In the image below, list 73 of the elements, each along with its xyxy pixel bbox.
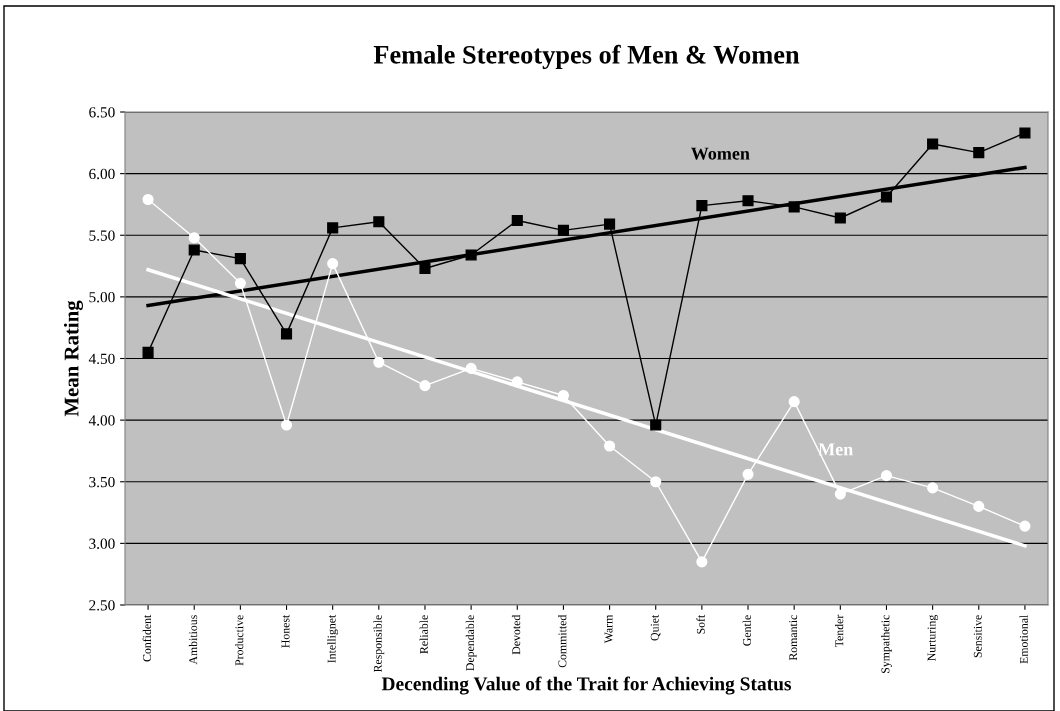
point	[373, 216, 385, 228]
point	[142, 346, 154, 358]
point	[327, 258, 339, 270]
point	[696, 200, 708, 212]
point	[280, 419, 293, 431]
point	[1019, 520, 1031, 532]
x-tick-label: Tender	[834, 614, 844, 648]
x-tick-label: Quiet	[650, 614, 661, 641]
x-tick-label: Sensitive	[973, 615, 982, 658]
x-tick-label: Productive	[235, 615, 244, 666]
point	[788, 396, 800, 408]
point	[742, 195, 754, 207]
series-label: Men	[818, 443, 853, 456]
x-tick-label: Devoted	[511, 614, 521, 655]
x-tick-label: Soft	[696, 614, 705, 634]
point	[465, 249, 477, 261]
y-tick-label: 4.00	[88, 415, 115, 426]
y-tick-label: 6.50	[89, 107, 115, 118]
point	[188, 244, 200, 256]
y-tick-label: 3.50	[89, 476, 115, 488]
x-tick-label: Ambitious	[188, 615, 198, 665]
point	[604, 218, 616, 230]
text: Women	[691, 147, 750, 160]
x-tick-label: Romantic	[789, 615, 798, 661]
point	[557, 224, 569, 236]
point	[1019, 127, 1031, 139]
point	[973, 500, 985, 512]
point	[373, 356, 385, 368]
point	[696, 556, 708, 568]
point	[788, 201, 800, 213]
point	[880, 191, 893, 203]
point	[280, 328, 293, 340]
y-tick-label: 5.50	[89, 230, 115, 241]
point	[511, 376, 523, 388]
point	[234, 277, 246, 289]
point	[327, 222, 339, 234]
x-tick-label: Emotional	[1019, 614, 1028, 664]
x-tick-label: Warm	[604, 614, 613, 644]
x-tick-label: Responsible	[373, 615, 385, 673]
x-tick-label: Reliable	[419, 615, 428, 654]
y-tick-label: 4.50	[88, 353, 115, 365]
x-tick-label: Dependable	[465, 615, 477, 671]
x-tick-label: Nurturing	[927, 614, 938, 661]
x-tick-label: Sympathetic	[881, 615, 892, 673]
point	[465, 362, 477, 374]
point	[419, 380, 431, 392]
point	[973, 147, 985, 159]
point	[650, 476, 662, 488]
point	[511, 214, 523, 227]
point	[604, 440, 616, 452]
y-tick-label: 5.00	[89, 292, 115, 303]
point	[234, 253, 246, 265]
point	[834, 488, 846, 500]
point	[834, 212, 846, 224]
point	[927, 138, 939, 150]
y-tick-label: 3.00	[89, 538, 115, 549]
point	[742, 468, 754, 480]
point	[419, 262, 431, 275]
x-tick-label: Committed	[558, 614, 567, 668]
chart-title: Female Stereotypes of Men & Women	[373, 44, 800, 70]
point	[880, 470, 893, 482]
y-axis-title: Mean Rating	[63, 300, 83, 417]
x-tick-label: Honest	[281, 614, 290, 648]
point	[927, 482, 939, 494]
x-tick-label: Gentle	[742, 615, 751, 646]
y-tick-label: 6.00	[89, 168, 115, 180]
x-axis-title: Decending Value of the Trait for Achieving Status	[381, 676, 792, 695]
x-tick-label: Confident	[142, 614, 152, 662]
y-tick-label: 2.50	[89, 600, 115, 611]
point	[650, 419, 662, 431]
point	[142, 193, 154, 206]
point	[188, 232, 200, 244]
x-tick-label: Intellignet	[327, 614, 339, 663]
